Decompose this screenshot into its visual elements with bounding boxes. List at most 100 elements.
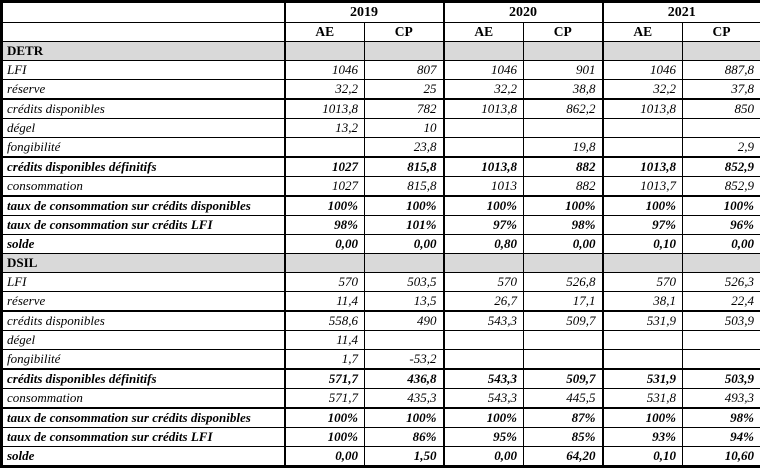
- value-cell: 1046: [442, 60, 524, 80]
- value-cell: 100%: [601, 407, 683, 428]
- value-cell: 850: [682, 98, 760, 119]
- value-cell: 852,9: [682, 176, 760, 197]
- value-cell: 11,4: [283, 330, 365, 350]
- value-cell: 100%: [364, 195, 444, 216]
- table-row: crédits disponibles 1013,8 782 1013,8 862,2 1…: [1, 98, 760, 119]
- value-cell: [601, 137, 683, 158]
- row-label: consommation: [1, 176, 285, 197]
- value-cell: 887,8: [682, 60, 760, 80]
- section-empty-cell: [523, 253, 603, 273]
- value-cell: 100%: [442, 407, 524, 428]
- table-row: crédits disponibles définitifs 571,7 436,8…: [1, 368, 760, 389]
- value-cell: 570: [601, 272, 683, 292]
- value-cell: 543,3: [442, 310, 524, 331]
- col-header-cp-2021: CP: [682, 22, 760, 42]
- value-cell: 94%: [682, 427, 760, 447]
- section-header-row: DETR: [1, 41, 760, 61]
- value-cell: 1,7: [283, 349, 365, 370]
- value-cell: [442, 137, 524, 158]
- section-empty-cell: [364, 41, 444, 61]
- table-row: crédits disponibles définitifs 1027 815,8 1…: [1, 156, 760, 177]
- value-cell: 0,00: [283, 446, 365, 467]
- value-cell: [442, 349, 524, 370]
- value-cell: 95%: [442, 427, 524, 447]
- value-cell: [442, 118, 524, 138]
- value-cell: [523, 330, 603, 350]
- value-cell: 1013: [442, 176, 524, 197]
- value-cell: 100%: [283, 427, 365, 447]
- value-cell: 509,7: [523, 368, 603, 389]
- value-cell: 10: [364, 118, 444, 138]
- table-row: réserve 32,2 25 32,2 38,8 32,2 37,8: [1, 79, 760, 100]
- row-label: taux de consommation sur crédits LFI: [1, 427, 285, 447]
- value-cell: 98%: [682, 407, 760, 428]
- table-row: consommation 1027 815,8 1013 882 1013,7 852,9: [1, 176, 760, 197]
- value-cell: 490: [364, 310, 444, 331]
- value-cell: [682, 118, 760, 138]
- value-cell: 64,20: [523, 446, 603, 467]
- value-cell: 97%: [601, 215, 683, 235]
- row-label: dégel: [1, 330, 285, 350]
- value-cell: 32,2: [442, 79, 524, 100]
- section-empty-cell: [523, 41, 603, 61]
- row-label: solde: [1, 234, 285, 254]
- section-empty-cell: [442, 253, 524, 273]
- value-cell: 0,80: [442, 234, 524, 254]
- value-cell: 901: [523, 60, 603, 80]
- table-row: solde 0,00 1,50 0,00 64,20 0,10 10,60: [1, 446, 760, 467]
- col-header-cp-2019: CP: [364, 22, 444, 42]
- value-cell: 19,8: [523, 137, 603, 158]
- value-cell: 38,1: [601, 291, 683, 312]
- section-title: DETR: [1, 41, 285, 61]
- value-cell: 882: [523, 176, 603, 197]
- value-cell: 100%: [283, 195, 365, 216]
- value-cell: 85%: [523, 427, 603, 447]
- value-cell: 526,8: [523, 272, 603, 292]
- value-cell: 509,7: [523, 310, 603, 331]
- value-cell: 571,7: [283, 388, 365, 409]
- value-cell: 26,7: [442, 291, 524, 312]
- value-cell: 100%: [601, 195, 683, 216]
- value-cell: -53,2: [364, 349, 444, 370]
- table-row: taux de consommation sur crédits disponi…: [1, 407, 760, 428]
- section-header-row: DSIL: [1, 253, 760, 273]
- year-header-2020: 2020: [442, 1, 603, 23]
- value-cell: [682, 330, 760, 350]
- value-cell: 570: [442, 272, 524, 292]
- value-cell: 503,9: [682, 310, 760, 331]
- section-empty-cell: [364, 253, 444, 273]
- value-cell: 807: [364, 60, 444, 80]
- value-cell: [283, 137, 365, 158]
- table-row: dégel 11,4: [1, 330, 760, 350]
- value-cell: 0,00: [364, 234, 444, 254]
- row-label: taux de consommation sur crédits disponi…: [1, 407, 285, 428]
- value-cell: 93%: [601, 427, 683, 447]
- value-cell: 570: [283, 272, 365, 292]
- table-row: taux de consommation sur crédits disponi…: [1, 195, 760, 216]
- value-cell: 815,8: [364, 156, 444, 177]
- value-cell: 0,00: [523, 234, 603, 254]
- value-cell: 86%: [364, 427, 444, 447]
- value-cell: [523, 349, 603, 370]
- value-cell: 1013,8: [442, 156, 524, 177]
- col-header-ae-2021: AE: [601, 22, 683, 42]
- value-cell: 782: [364, 98, 444, 119]
- table-row: solde 0,00 0,00 0,80 0,00 0,10 0,00: [1, 234, 760, 254]
- value-cell: 435,3: [364, 388, 444, 409]
- row-label: fongibilité: [1, 137, 285, 158]
- value-cell: 558,6: [283, 310, 365, 331]
- value-cell: 503,5: [364, 272, 444, 292]
- value-cell: 445,5: [523, 388, 603, 409]
- value-cell: [523, 118, 603, 138]
- corner-cell-top: [1, 1, 285, 23]
- row-label: réserve: [1, 291, 285, 312]
- table-row: LFI 570 503,5 570 526,8 570 526,3: [1, 272, 760, 292]
- col-header-cp-2020: CP: [523, 22, 603, 42]
- value-cell: 32,2: [601, 79, 683, 100]
- section-empty-cell: [682, 41, 760, 61]
- value-cell: 1013,7: [601, 176, 683, 197]
- value-cell: 100%: [283, 407, 365, 428]
- col-header-ae-2020: AE: [442, 22, 524, 42]
- value-cell: [601, 118, 683, 138]
- table-row: LFI 1046 807 1046 901 1046 887,8: [1, 60, 760, 80]
